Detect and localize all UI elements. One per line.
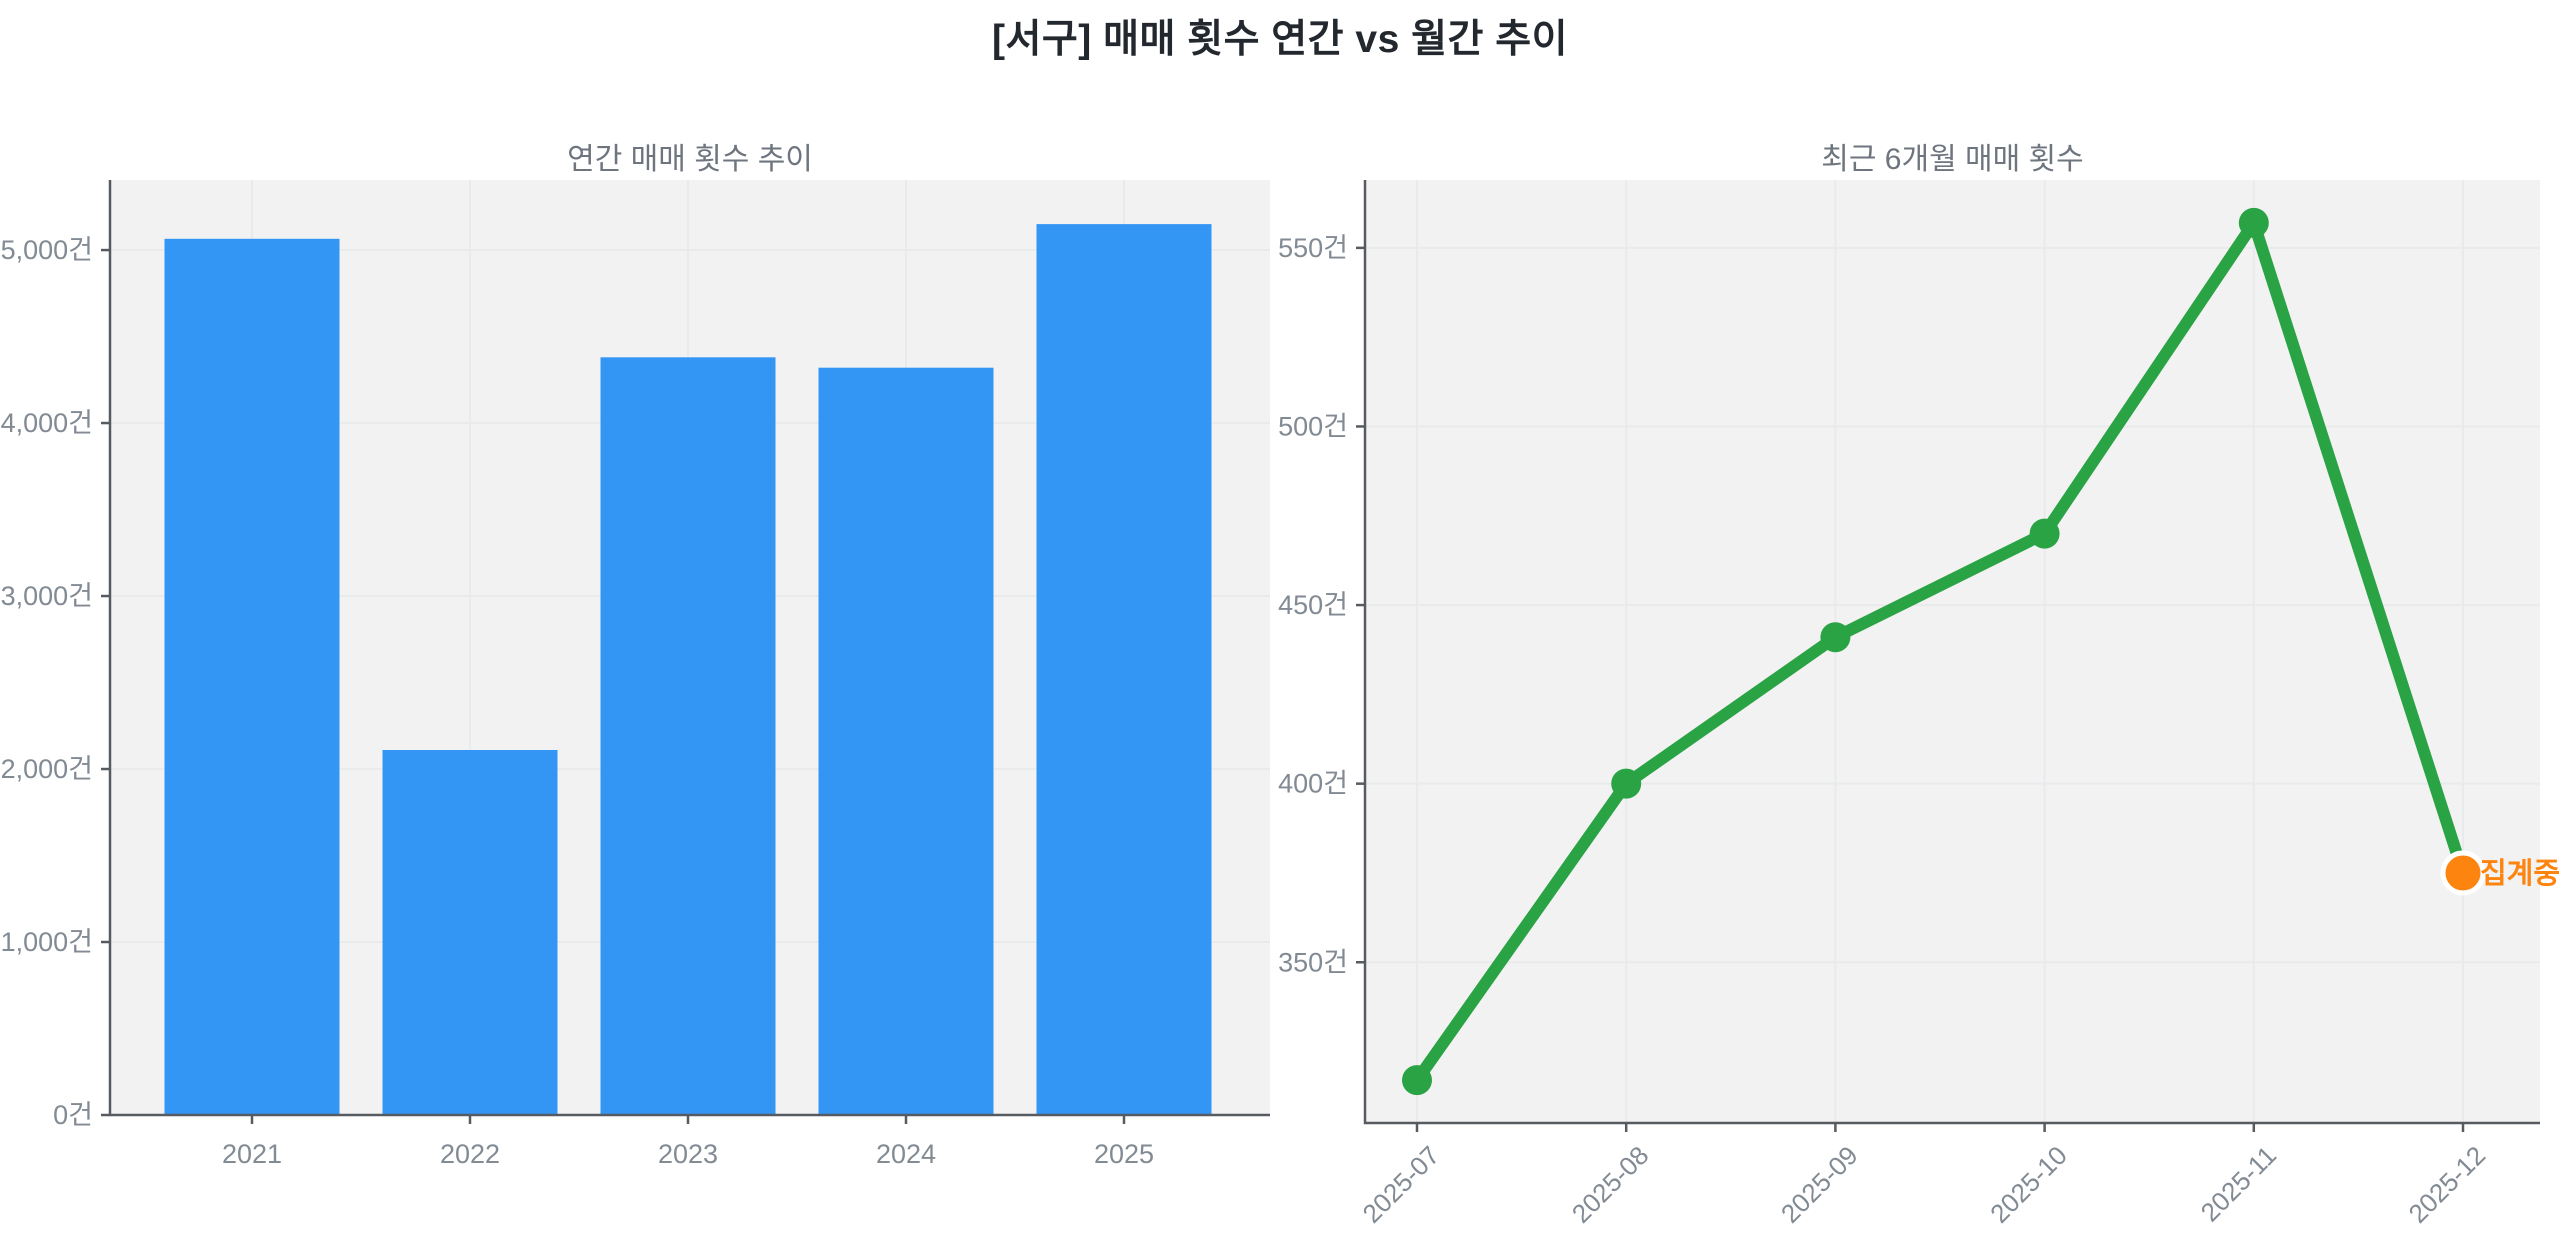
bar-2023 — [600, 357, 776, 1115]
x-tick-label: 2024 — [876, 1139, 936, 1169]
x-tick-label: 2023 — [658, 1139, 718, 1169]
line-chart-title: 최근 6개월 매매 횟수 — [1821, 143, 2084, 176]
data-point-2025-11 — [2238, 207, 2269, 238]
x-tick-label: 2025 — [1094, 1139, 1154, 1169]
x-tick-label: 2022 — [440, 1139, 500, 1169]
x-tick-label: 2025-11 — [2195, 1140, 2282, 1227]
bar-chart-title: 연간 매매 횟수 추이 — [567, 143, 813, 176]
x-tick-label: 2021 — [222, 1139, 282, 1169]
y-tick-label: 400건 — [1278, 769, 1348, 799]
y-tick-label: 4,000건 — [1, 408, 93, 438]
y-tick-label: 450건 — [1278, 590, 1348, 620]
y-tick-label: 2,000건 — [1, 754, 93, 784]
axis-spines — [108, 180, 1270, 1117]
x-tick-label: 2025-10 — [1984, 1140, 2073, 1229]
data-point-2025-08 — [1611, 768, 1642, 799]
y-tick-label: 350건 — [1278, 947, 1348, 977]
x-tick-label: 2025-08 — [1566, 1140, 1655, 1229]
bar-2024 — [818, 367, 994, 1115]
bar-2025 — [1036, 224, 1212, 1115]
bar-2022 — [382, 749, 558, 1115]
x-tick-label: 2025-09 — [1775, 1140, 1864, 1229]
bar-2021 — [164, 238, 340, 1115]
data-point-2025-10 — [2029, 518, 2060, 549]
y-tick-label: 5,000건 — [1, 235, 93, 265]
axis-spines — [1363, 180, 2540, 1125]
y-tick-label: 3,000건 — [1, 581, 93, 611]
y-tick-label: 500건 — [1278, 411, 1348, 441]
pending-data-point-2025-12 — [2440, 850, 2486, 896]
y-tick-label: 550건 — [1278, 233, 1348, 263]
x-tick-label: 2025-12 — [2403, 1140, 2492, 1229]
data-point-2025-07 — [1402, 1065, 1432, 1096]
plot-background — [1365, 180, 2540, 1123]
figure-title: [서구] 매매 횟수 연간 vs 월간 추이 — [992, 18, 1568, 61]
line-series — [1411, 216, 2469, 1087]
aggregating-label: 집계중 — [2480, 857, 2560, 890]
x-tick-label: 2025-07 — [1357, 1140, 1446, 1229]
y-tick-label: 0건 — [53, 1100, 93, 1130]
data-point-2025-09 — [1820, 622, 1851, 653]
y-tick-label: 1,000건 — [1, 927, 93, 957]
